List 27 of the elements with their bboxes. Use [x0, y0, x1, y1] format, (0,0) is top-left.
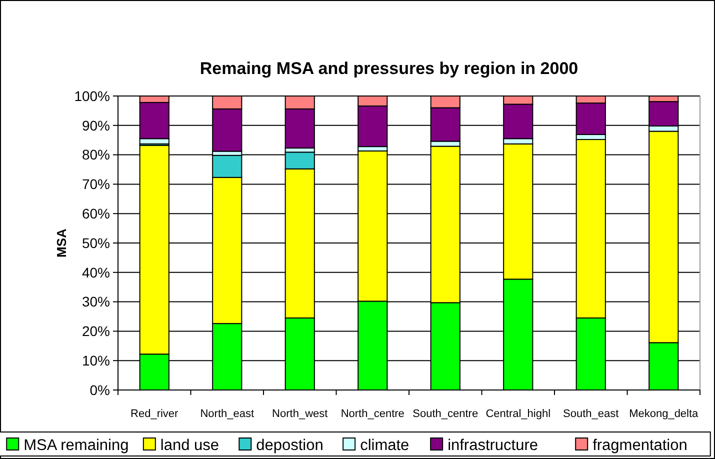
y-tick-label: 30%: [82, 294, 110, 310]
y-tick-label: 0%: [90, 382, 110, 398]
y-tick-label: 90%: [82, 117, 110, 134]
x-tick-label: Mekong_delta: [629, 408, 700, 420]
y-tick-label: 40%: [82, 264, 110, 280]
y-tick-label: 100%: [74, 88, 110, 104]
y-tick-label: 60%: [82, 206, 110, 222]
y-tick-label: 80%: [82, 146, 110, 163]
y-tick-label: 20%: [82, 323, 110, 340]
legend-label: climate: [360, 437, 410, 454]
y-tick-label: 50%: [82, 234, 110, 251]
x-tick-label: North_east: [200, 408, 254, 420]
legend-label: fragmentation: [592, 437, 688, 454]
x-tick-label: North_centre: [340, 408, 404, 420]
x-tick-label: South_centre: [412, 408, 478, 420]
legend-label: MSA remaining: [24, 437, 129, 454]
chart-title: Remaing MSA and pressures by region in 2000: [200, 59, 578, 78]
x-tick-label: Red_river: [130, 408, 179, 420]
legend-label: infrastructure: [448, 437, 538, 454]
x-tick-label: Central_highl: [486, 408, 551, 420]
x-tick-label: South_east: [563, 408, 619, 420]
legend-label: land use: [160, 437, 220, 454]
y-tick-label: 70%: [82, 176, 110, 192]
y-tick-label: 10%: [82, 352, 110, 368]
legend-label: depostion: [256, 437, 324, 454]
x-tick-label: North_west: [272, 408, 328, 420]
y-axis-title: MSA: [54, 228, 69, 258]
